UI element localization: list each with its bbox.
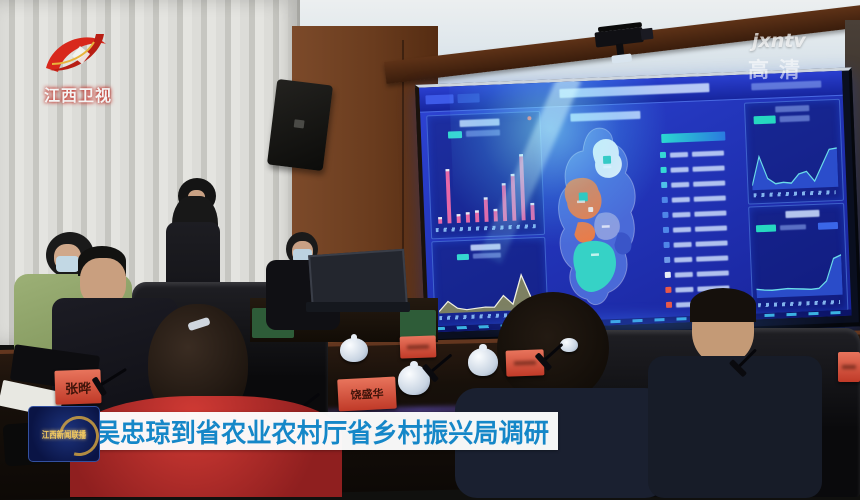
news-program-logo-text: 江西新闻联播 — [41, 430, 87, 441]
name-placard — [399, 335, 437, 359]
attendee-right — [620, 288, 860, 498]
legend-color-swatch — [664, 256, 671, 264]
legend-row — [662, 222, 747, 235]
area-chart — [438, 273, 542, 314]
map-title-blur — [570, 110, 641, 122]
wall-speaker — [266, 78, 334, 172]
legend-color-swatch — [660, 166, 667, 174]
panel-title-blur — [459, 118, 500, 128]
hair — [497, 292, 609, 404]
legend-color-swatch — [661, 181, 668, 189]
legend-color-swatch — [662, 226, 670, 234]
area-chart — [756, 254, 843, 299]
legend-row — [661, 177, 745, 190]
watermark-site: jxntv — [752, 30, 806, 52]
caption-text: 吴忠琼到省农业农村厅省乡村振兴局调研 — [95, 418, 549, 449]
channel-logo-icon — [46, 34, 106, 72]
panel-title-blur — [775, 105, 810, 113]
legend-color-swatch — [664, 271, 671, 278]
legend-label-blur — [779, 115, 810, 123]
name-placard — [838, 352, 860, 382]
legend-label-blur — [779, 224, 807, 231]
teapot — [340, 334, 368, 362]
foreground-woman-red — [70, 300, 342, 497]
legend-color-swatch — [661, 196, 668, 204]
legend-row — [663, 237, 747, 250]
legend-label-blur — [465, 129, 501, 137]
legend-header-chip — [661, 131, 726, 144]
teapot — [468, 344, 498, 376]
area-chart — [751, 147, 839, 191]
dashboard-tab — [457, 93, 480, 104]
legend-chip — [753, 115, 776, 125]
legend-chip — [447, 131, 463, 139]
laptop-base-cables — [306, 302, 410, 312]
wood-seam — [402, 40, 404, 340]
legend-chip — [456, 253, 470, 261]
face-mask — [56, 256, 79, 272]
channel-logo: 江西卫视 — [34, 24, 122, 108]
legend-chip — [755, 224, 777, 233]
area-chart-panel-right-top — [743, 98, 844, 205]
channel-logo-text: 江西卫视 — [43, 86, 112, 105]
dashboard-tab — [425, 94, 454, 105]
name-placard: 饶盛华 — [337, 376, 397, 412]
legend-row — [659, 147, 744, 160]
face-mask — [293, 249, 312, 262]
legend-color-swatch — [659, 151, 667, 159]
legend-row — [662, 207, 746, 220]
legend-row — [661, 192, 746, 205]
caption-bar: 吴忠琼到省农业农村厅省乡村振兴局调研 — [86, 412, 558, 450]
area-chart-panel-left — [431, 236, 549, 328]
legend-row — [664, 252, 748, 265]
legend-row — [664, 267, 749, 280]
teacup — [560, 338, 578, 352]
suit-body — [648, 356, 822, 498]
legend-color-swatch — [662, 211, 669, 219]
dashboard — [419, 70, 852, 333]
alert-dot — [527, 116, 532, 121]
ceiling-camera — [594, 21, 658, 68]
panel-title-blur — [785, 209, 820, 219]
news-program-logo: 江西新闻联播 — [28, 406, 100, 462]
legend-chip — [817, 222, 839, 230]
legend-row — [660, 162, 744, 175]
watermark-hd: 高清 — [748, 58, 810, 82]
wall-display-screen — [414, 67, 860, 344]
hair — [690, 288, 756, 322]
legend-color-swatch — [663, 241, 670, 249]
operator-masked — [262, 232, 412, 332]
dashboard-title-blur — [559, 83, 710, 99]
area-chart-panel-right-bottom — [748, 202, 849, 315]
